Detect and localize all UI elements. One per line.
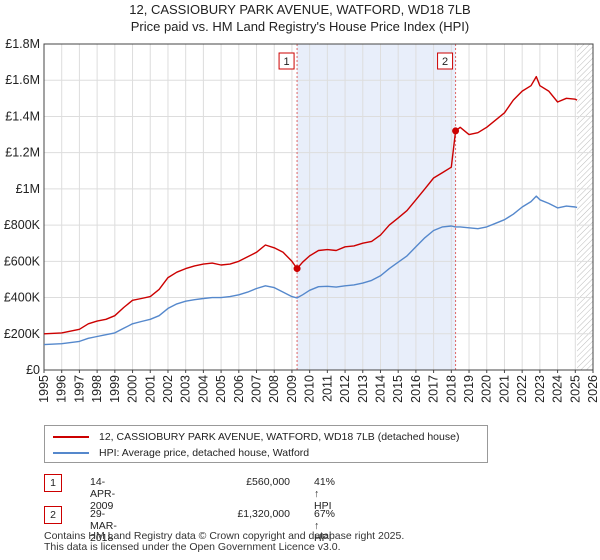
transaction-hpi: 67% ↑ HPI (314, 508, 336, 544)
x-tick-label: 2008 (267, 375, 281, 403)
x-tick-label: 2021 (497, 375, 511, 403)
footer: Contains HM Land Registry data © Crown c… (44, 531, 404, 553)
x-tick-label: 2006 (232, 375, 246, 403)
x-tick-label: 1998 (90, 375, 104, 403)
x-tick-label: 2022 (515, 375, 529, 403)
x-tick-label: 2005 (214, 375, 228, 403)
x-tick-label: 2016 (409, 375, 423, 403)
x-tick-label: 2020 (480, 375, 494, 403)
transaction-date: 29-MAR-2018 (90, 508, 117, 544)
legend-item-property: 12, CASSIOBURY PARK AVENUE, WATFORD, WD1… (53, 429, 459, 445)
x-tick-label: 2018 (444, 375, 458, 403)
marker-label: 1 (284, 56, 290, 68)
transaction-number: 1 (44, 474, 62, 492)
price-chart: 12, CASSIOBURY PARK AVENUE, WATFORD, WD1… (4, 2, 600, 403)
footer-licence: This data is licensed under the Open Gov… (44, 541, 341, 553)
x-tick-label: 1997 (72, 375, 86, 403)
legend-swatch-hpi (53, 452, 89, 454)
x-tick-label: 2007 (250, 375, 264, 403)
y-tick-label: £800K (4, 218, 41, 232)
x-tick-label: 2011 (320, 375, 334, 402)
shaded-period (297, 44, 456, 370)
y-tick-label: £0 (26, 363, 40, 377)
x-tick-label: 2013 (356, 375, 370, 403)
series-line-hpi (43, 195, 578, 346)
legend-label-property: 12, CASSIOBURY PARK AVENUE, WATFORD, WD1… (99, 431, 460, 443)
x-tick-label: 2009 (285, 375, 299, 403)
legend-item-hpi: HPI: Average price, detached house, Watf… (53, 445, 309, 461)
x-tick-label: 1995 (37, 375, 51, 403)
series-line-property (43, 75, 578, 335)
y-tick-label: £400K (4, 291, 41, 305)
x-tick-label: 2015 (391, 375, 405, 403)
chart-title: 12, CASSIOBURY PARK AVENUE, WATFORD, WD1… (129, 2, 470, 17)
x-tick-label: 2014 (373, 375, 387, 403)
legend-swatch-property (53, 436, 89, 438)
sale-point (452, 127, 460, 135)
x-tick-label: 2010 (303, 375, 317, 403)
legend: 12, CASSIOBURY PARK AVENUE, WATFORD, WD1… (44, 425, 488, 463)
marker-box (437, 52, 454, 70)
y-tick-label: £1.8M (5, 37, 40, 51)
forecast-hatch (577, 44, 593, 370)
transaction-date: 14-APR-2009 (90, 476, 116, 512)
marker-box (278, 52, 295, 70)
transaction-price: £560,000 (246, 476, 290, 488)
y-tick-label: £1.2M (5, 146, 40, 160)
y-tick-label: £600K (4, 254, 41, 268)
transaction-number: 2 (44, 506, 62, 524)
x-tick-label: 2023 (533, 375, 547, 403)
y-tick-label: £200K (4, 327, 41, 341)
chart-subtitle: Price paid vs. HM Land Registry's House … (131, 19, 469, 34)
x-tick-label: 1996 (55, 375, 69, 403)
x-tick-label: 2003 (179, 375, 193, 403)
x-tick-label: 2004 (196, 375, 210, 403)
sale-point (293, 265, 301, 273)
x-tick-label: 2012 (338, 375, 352, 403)
x-tick-label: 2025 (568, 375, 582, 403)
x-tick-label: 2019 (462, 375, 476, 403)
plot-frame (43, 43, 594, 371)
transaction-price: £1,320,000 (237, 508, 290, 520)
x-tick-label: 2017 (427, 375, 441, 403)
x-tick-label: 2026 (586, 375, 600, 403)
x-tick-label: 2001 (143, 375, 157, 403)
y-tick-label: £1.6M (5, 73, 40, 87)
y-tick-label: £1.4M (5, 109, 40, 123)
transaction-hpi: 41% ↑ HPI (314, 476, 336, 512)
x-tick-label: 2002 (161, 375, 175, 403)
x-tick-label: 2024 (551, 375, 565, 403)
legend-label-hpi: HPI: Average price, detached house, Watf… (99, 447, 310, 459)
x-tick-label: 2000 (126, 375, 140, 403)
marker-label: 2 (442, 56, 448, 68)
y-tick-label: £1M (16, 182, 40, 196)
x-tick-label: 1999 (108, 375, 122, 403)
footer-copyright: Contains HM Land Registry data © Crown c… (44, 530, 405, 542)
